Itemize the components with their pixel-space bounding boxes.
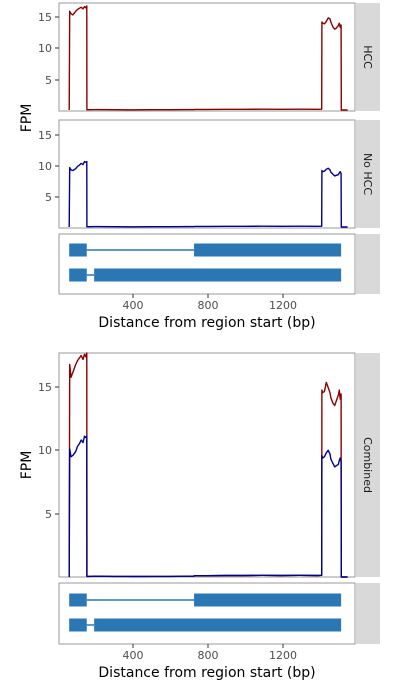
hcc-y-tick-label-10: 10 bbox=[38, 42, 52, 55]
x-axis-title-bottom: Distance from region start (bp) bbox=[98, 665, 315, 681]
no-hcc-strip bbox=[356, 120, 380, 228]
x-axis-top: 400 800 1200 bbox=[123, 294, 297, 312]
hcc-y-tick-label-5: 5 bbox=[45, 74, 52, 87]
hcc-series-layer bbox=[68, 5, 348, 111]
transcript-1-exon-2-top bbox=[194, 243, 342, 257]
no-hcc-panel bbox=[58, 119, 356, 229]
x-tick-label-800-top: 800 bbox=[198, 299, 219, 312]
combined-strip bbox=[356, 353, 380, 577]
combined-panel bbox=[58, 352, 356, 578]
hcc-panel bbox=[58, 2, 356, 112]
transcript-1-exon-1-bottom bbox=[69, 593, 87, 607]
transcript-2-exon-1-bottom bbox=[69, 618, 87, 632]
transcript-2-exon-1-top bbox=[69, 268, 87, 282]
transcript-2-exon-2-top bbox=[94, 268, 342, 282]
gene-model-panel-top bbox=[58, 233, 356, 295]
x-tick-label-1200-bottom: 1200 bbox=[269, 649, 297, 662]
gene-model-top bbox=[69, 243, 342, 282]
combined-y-ticks: 15 10 5 bbox=[38, 381, 59, 521]
combined-y-tick-label-15: 15 bbox=[38, 381, 52, 394]
no-hcc-series-layer bbox=[68, 160, 348, 228]
no-hcc-no-hcc-line bbox=[68, 160, 348, 228]
x-axis-bottom: 400 800 1200 bbox=[123, 644, 297, 662]
transcript-1-exon-2-bottom bbox=[194, 593, 342, 607]
no-hcc-strip-label: No HCC bbox=[361, 153, 374, 195]
transcript-2-exon-2-bottom bbox=[94, 618, 342, 632]
combined-y-tick-label-10: 10 bbox=[38, 444, 52, 457]
no-hcc-y-ticks: 15 10 5 bbox=[38, 129, 59, 204]
y-axis-title-top: FPM bbox=[19, 104, 35, 133]
gene-model-strip-bottom bbox=[356, 583, 380, 644]
gene-model-strip-top bbox=[356, 234, 380, 294]
x-tick-label-400-top: 400 bbox=[123, 299, 144, 312]
hcc-strip bbox=[356, 3, 380, 111]
combined-y-tick-label-5: 5 bbox=[45, 508, 52, 521]
no-hcc-y-tick-label-5: 5 bbox=[45, 191, 52, 204]
combined-no-hcc-line bbox=[68, 435, 348, 578]
hcc-y-ticks: 15 10 5 bbox=[38, 11, 59, 87]
x-axis-title-top: Distance from region start (bp) bbox=[98, 315, 315, 331]
x-tick-label-400-bottom: 400 bbox=[123, 649, 144, 662]
gene-model-panel-bottom bbox=[58, 582, 356, 645]
combined-series-layer bbox=[68, 352, 348, 578]
combined-strip-label: Combined bbox=[361, 437, 374, 493]
hcc-hcc-line bbox=[68, 5, 348, 111]
hcc-y-tick-label-15: 15 bbox=[38, 11, 52, 24]
x-tick-label-1200-top: 1200 bbox=[269, 299, 297, 312]
y-axis-title-bottom: FPM bbox=[19, 451, 35, 480]
no-hcc-y-tick-label-15: 15 bbox=[38, 129, 52, 142]
gene-model-bottom bbox=[69, 593, 342, 632]
no-hcc-y-tick-label-10: 10 bbox=[38, 160, 52, 173]
hcc-strip-label: HCC bbox=[361, 45, 374, 69]
x-tick-label-800-bottom: 800 bbox=[198, 649, 219, 662]
transcript-1-exon-1-top bbox=[69, 243, 87, 257]
